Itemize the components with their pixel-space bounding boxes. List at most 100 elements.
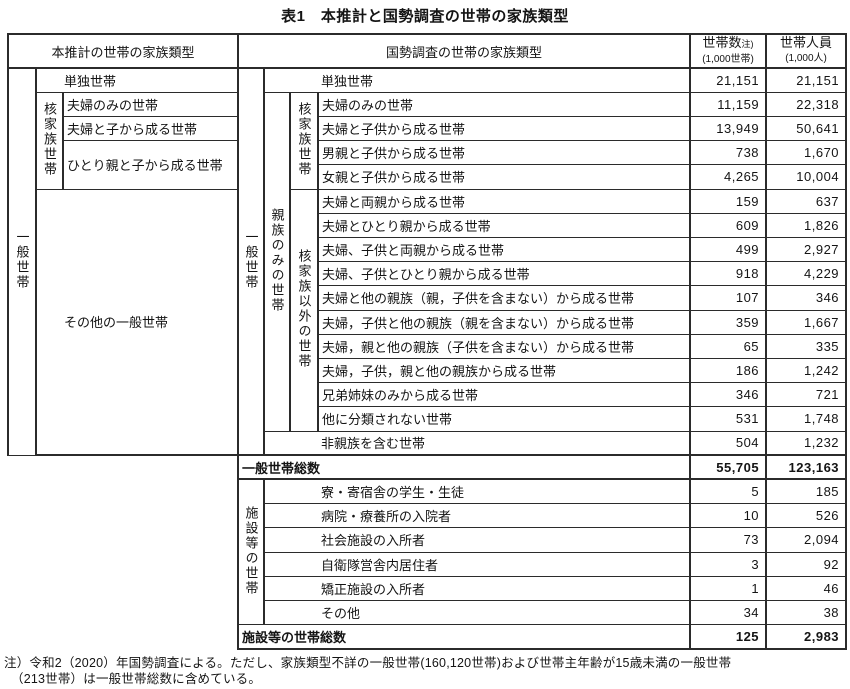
members-value: 22,318 bbox=[765, 91, 848, 117]
table-row: 夫婦と子から成る世帯 夫婦と子供から成る世帯 13,949 50,641 bbox=[8, 115, 848, 142]
members-value: 1,748 bbox=[765, 406, 848, 432]
census-row-label: 夫婦，子供，親と他の親族から成る世帯 bbox=[317, 357, 692, 384]
households-value: 504 bbox=[689, 430, 768, 457]
census-row-label: 夫婦、子供と両親から成る世帯 bbox=[317, 236, 692, 263]
census-row-label: 夫婦のみの世帯 bbox=[317, 91, 692, 117]
table-row: 一般世帯 単独世帯 一般世帯 単独世帯 21,151 21,151 bbox=[7, 67, 848, 457]
households-value: 3 bbox=[689, 551, 768, 577]
members-value: 46 bbox=[765, 575, 848, 601]
households-value: 1 bbox=[689, 575, 768, 601]
census-non-relative-label: 非親族を含む世帯 bbox=[263, 430, 692, 457]
members-value: 335 bbox=[765, 333, 848, 359]
members-value: 346 bbox=[765, 285, 848, 311]
households-value: 609 bbox=[689, 212, 768, 238]
general-total-row: 一般世帯総数 55,705 123,163 bbox=[8, 454, 848, 649]
census-row-label: 夫婦とひとり親から成る世帯 bbox=[317, 212, 692, 238]
members-value: 38 bbox=[765, 599, 848, 626]
table-row: 夫婦，子供，親と他の親族から成る世帯 186 1,242 bbox=[8, 357, 848, 384]
table-row: 病院・療養所の入院者 10 526 bbox=[8, 503, 848, 529]
estimate-panel-header: 本推計の世帯の家族類型 bbox=[6, 33, 240, 69]
households-value: 4,265 bbox=[689, 164, 768, 190]
table-row: その他の一般世帯 核家族以外の世帯 夫婦と両親から成る世帯 159 637 bbox=[8, 188, 848, 457]
members-value: 185 bbox=[765, 478, 848, 505]
table-row: 女親と子供から成る世帯 4,265 10,004 bbox=[8, 164, 848, 190]
table-row: 非親族を含む世帯 504 1,232 bbox=[8, 430, 848, 457]
table-row: 夫婦，子供と他の親族（親を含まない）から成る世帯 359 1,667 bbox=[8, 309, 848, 335]
census-row-label: 夫婦、子供とひとり親から成る世帯 bbox=[317, 261, 692, 287]
members-value: 1,667 bbox=[765, 309, 848, 335]
census-row-label: 兄弟姉妹のみから成る世帯 bbox=[317, 382, 692, 408]
members-value: 1,232 bbox=[765, 430, 848, 457]
note-marker: 注) bbox=[741, 38, 754, 49]
estimate-row-label: ひとり親と子から成る世帯 bbox=[61, 140, 240, 190]
census-panel-header: 国勢調査の世帯の家族類型 bbox=[237, 33, 692, 69]
households-value: 11,159 bbox=[689, 91, 768, 117]
members-value: 637 bbox=[765, 188, 848, 214]
households-value: 13,949 bbox=[689, 115, 768, 142]
members-value: 2,927 bbox=[765, 236, 848, 263]
census-row-label: 寮・寄宿舎の学生・生徒 bbox=[263, 478, 692, 505]
households-value: 531 bbox=[689, 406, 768, 432]
households-column-header: 世帯数注) (1,000世帯) bbox=[689, 33, 768, 69]
members-column-header: 世帯人員 (1,000人) bbox=[765, 33, 848, 69]
table-row: 夫婦，親と他の親族（子供を含まない）から成る世帯 65 335 bbox=[8, 333, 848, 359]
household-family-type-table: 本推計の世帯の家族類型 国勢調査の世帯の家族類型 世帯数注) (1,000世帯) … bbox=[6, 33, 848, 651]
general-total-label: 一般世帯総数 bbox=[237, 454, 692, 481]
table-row: 他に分類されない世帯 531 1,748 bbox=[8, 406, 848, 432]
institutional-total-row: 施設等の世帯総数 125 2,983 bbox=[8, 624, 848, 651]
empty-region bbox=[8, 455, 239, 649]
census-row-label: 夫婦，親と他の親族（子供を含まない）から成る世帯 bbox=[317, 333, 692, 359]
table-row: 夫婦とひとり親から成る世帯 609 1,826 bbox=[8, 212, 848, 238]
estimate-other-label: その他の一般世帯 bbox=[34, 188, 240, 457]
table-row: 核家族世帯 夫婦のみの世帯 親族のみの世帯 核家族世帯 夫婦のみの世帯 11,1… bbox=[8, 91, 848, 432]
members-value: 1,242 bbox=[765, 357, 848, 384]
households-value: 21,151 bbox=[689, 67, 768, 93]
members-value: 526 bbox=[765, 503, 848, 529]
members-value: 21,151 bbox=[765, 67, 848, 93]
members-value: 4,229 bbox=[765, 261, 848, 287]
households-value: 918 bbox=[689, 261, 768, 287]
institutional-total-label: 施設等の世帯総数 bbox=[237, 624, 692, 651]
census-row-label: 男親と子供から成る世帯 bbox=[317, 140, 692, 166]
households-total-value: 55,705 bbox=[689, 454, 768, 481]
households-value: 499 bbox=[689, 236, 768, 263]
members-total-value: 123,163 bbox=[765, 454, 848, 481]
members-value: 1,670 bbox=[765, 140, 848, 166]
census-relatives-only-group: 親族のみの世帯 bbox=[263, 91, 292, 432]
households-unit: (1,000世帯) bbox=[702, 53, 754, 65]
households-value: 73 bbox=[689, 527, 768, 553]
census-nuclear-group: 核家族世帯 bbox=[289, 91, 320, 190]
census-row-label: 女親と子供から成る世帯 bbox=[317, 164, 692, 190]
table-row: 夫婦、子供と両親から成る世帯 499 2,927 bbox=[8, 236, 848, 263]
census-row-label: 夫婦，子供と他の親族（親を含まない）から成る世帯 bbox=[317, 309, 692, 335]
census-row-label: その他 bbox=[263, 599, 692, 626]
estimate-row-label: 夫婦と子から成る世帯 bbox=[61, 115, 240, 142]
table-row: 自衛隊営舎内居住者 3 92 bbox=[8, 551, 848, 577]
header-row: 本推計の世帯の家族類型 国勢調査の世帯の家族類型 世帯数注) (1,000世帯) … bbox=[6, 33, 848, 69]
table-row: 夫婦と他の親族（親，子供を含まない）から成る世帯 107 346 bbox=[8, 285, 848, 311]
census-institutional-group: 施設等の世帯 bbox=[237, 478, 266, 626]
members-value: 10,004 bbox=[765, 164, 848, 190]
households-value: 107 bbox=[689, 285, 768, 311]
members-unit: (1,000人) bbox=[785, 53, 827, 64]
households-value: 346 bbox=[689, 382, 768, 408]
footnote-line-1: 注）令和2（2020）年国勢調査による。ただし、家族類型不詳の一般世帯(160,… bbox=[4, 656, 732, 670]
table-row: 夫婦、子供とひとり親から成る世帯 918 4,229 bbox=[8, 261, 848, 287]
households-value: 359 bbox=[689, 309, 768, 335]
census-general-group: 一般世帯 bbox=[237, 67, 266, 457]
census-row-label: 病院・療養所の入院者 bbox=[263, 503, 692, 529]
estimate-row-label: 夫婦のみの世帯 bbox=[61, 91, 240, 117]
census-row-label: 夫婦と他の親族（親，子供を含まない）から成る世帯 bbox=[317, 285, 692, 311]
estimate-general-group: 一般世帯 bbox=[7, 67, 37, 456]
footnote-line-2: （213世帯）は一般世帯総数に含めている。 bbox=[11, 671, 262, 686]
members-value: 721 bbox=[765, 382, 848, 408]
households-value: 738 bbox=[689, 140, 768, 166]
households-value: 65 bbox=[689, 333, 768, 359]
census-row-label: 夫婦と両親から成る世帯 bbox=[317, 188, 692, 214]
footnote: 注）令和2（2020）年国勢調査による。ただし、家族類型不詳の一般世帯(160,… bbox=[4, 656, 850, 687]
census-non-nuclear-group: 核家族以外の世帯 bbox=[289, 188, 320, 432]
members-value: 50,641 bbox=[765, 115, 848, 142]
estimate-single-label: 単独世帯 bbox=[34, 67, 240, 93]
table-row: 兄弟姉妹のみから成る世帯 346 721 bbox=[8, 382, 848, 408]
members-value: 2,094 bbox=[765, 527, 848, 553]
